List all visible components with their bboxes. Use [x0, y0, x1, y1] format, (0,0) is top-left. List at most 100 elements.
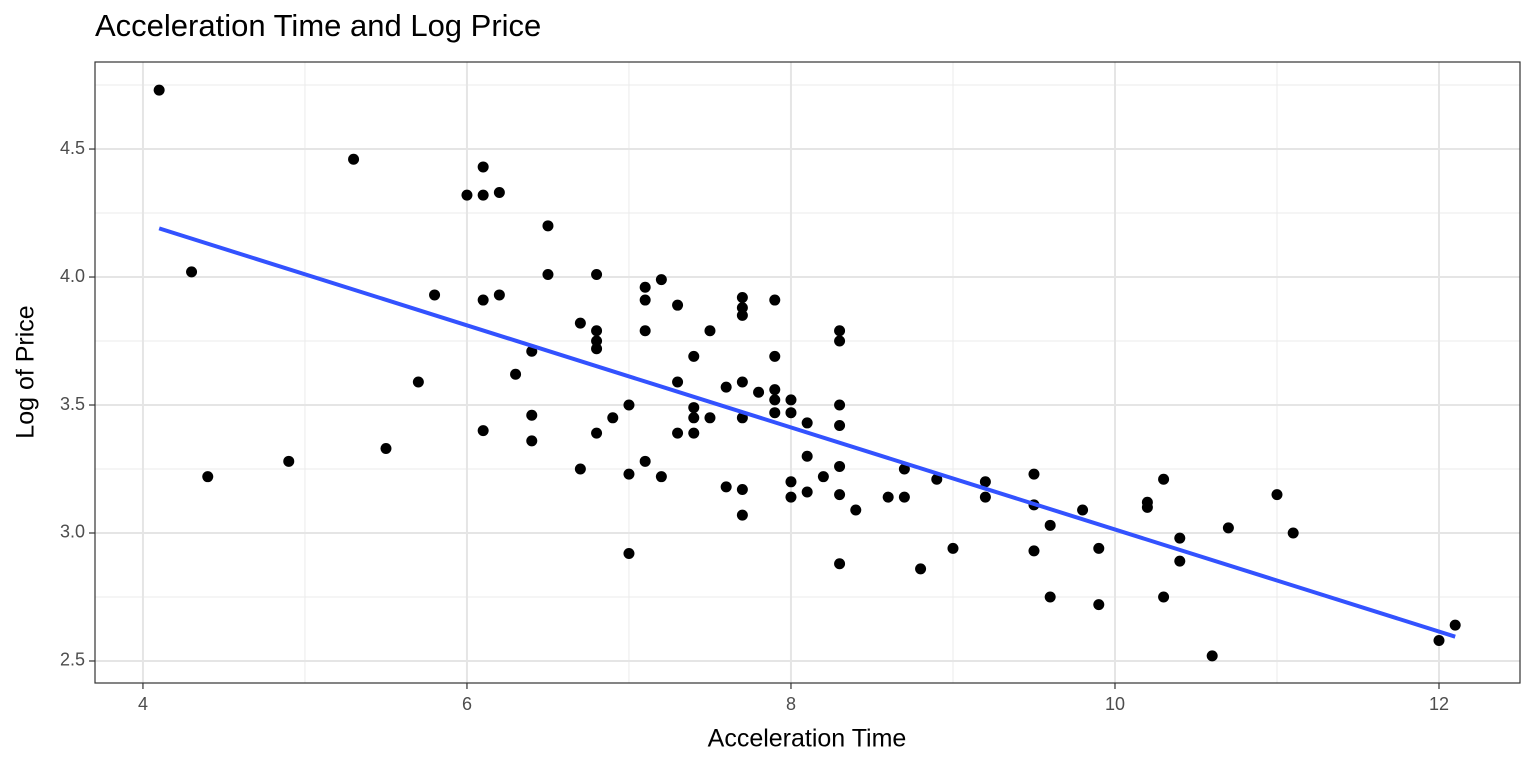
point	[1449, 619, 1461, 631]
point	[1158, 473, 1170, 485]
point	[801, 486, 813, 498]
point	[736, 291, 748, 303]
point	[672, 299, 684, 311]
point	[639, 281, 651, 293]
point	[591, 335, 603, 347]
point	[542, 268, 554, 280]
point	[1093, 542, 1105, 554]
point	[574, 317, 586, 329]
point	[493, 289, 505, 301]
y-tick-label: 3.5	[60, 394, 85, 414]
point	[202, 471, 214, 483]
point	[591, 343, 603, 355]
point	[1206, 650, 1218, 662]
point	[380, 443, 392, 455]
point	[720, 481, 732, 493]
point	[1174, 532, 1186, 544]
point	[769, 350, 781, 362]
point	[801, 450, 813, 462]
point	[477, 161, 489, 173]
panel-border	[94, 61, 1521, 684]
point	[153, 84, 165, 96]
point	[477, 189, 489, 201]
point	[526, 435, 538, 447]
x-tick-label: 6	[462, 694, 472, 714]
point	[477, 425, 489, 437]
x-tick-label: 12	[1429, 694, 1449, 714]
point	[834, 419, 846, 431]
point	[1158, 591, 1170, 603]
point	[834, 558, 846, 570]
point	[639, 325, 651, 337]
point	[736, 302, 748, 314]
point	[785, 476, 797, 488]
point	[834, 325, 846, 337]
point	[1028, 468, 1040, 480]
point	[704, 412, 716, 424]
x-tick-label: 10	[1105, 694, 1125, 714]
point	[688, 350, 700, 362]
point	[283, 455, 295, 467]
point	[915, 563, 927, 575]
point	[736, 483, 748, 495]
point	[898, 491, 910, 503]
chart-title: Acceleration Time and Log Price	[95, 8, 541, 43]
y-tick-label: 4.5	[60, 138, 85, 158]
point	[753, 386, 765, 398]
point	[493, 187, 505, 199]
fit-line	[158, 226, 1456, 639]
point	[1287, 527, 1299, 539]
point	[769, 294, 781, 306]
point	[947, 542, 959, 554]
point	[1028, 545, 1040, 557]
point	[850, 504, 862, 516]
point	[785, 394, 797, 406]
y-tick-label: 2.5	[60, 650, 85, 670]
point	[477, 294, 489, 306]
point	[639, 294, 651, 306]
point	[1271, 489, 1283, 501]
point	[429, 289, 441, 301]
point	[623, 468, 635, 480]
point	[655, 274, 667, 286]
point	[688, 402, 700, 414]
point	[688, 427, 700, 439]
point	[412, 376, 424, 388]
point	[607, 412, 619, 424]
point	[720, 381, 732, 393]
point	[785, 407, 797, 419]
x-axis-label: Acceleration Time	[708, 725, 907, 753]
point	[623, 399, 635, 411]
point	[1433, 635, 1445, 647]
point	[461, 189, 473, 201]
point	[1093, 599, 1105, 611]
point	[817, 471, 829, 483]
point	[574, 463, 586, 475]
point	[834, 489, 846, 501]
point	[623, 547, 635, 559]
x-tick-label: 4	[138, 694, 148, 714]
point	[801, 417, 813, 429]
y-tick-label: 4.0	[60, 266, 85, 286]
point	[639, 455, 651, 467]
point	[882, 491, 894, 503]
point	[591, 427, 603, 439]
point	[591, 268, 603, 280]
point	[688, 412, 700, 424]
point	[1077, 504, 1089, 516]
point	[510, 368, 522, 380]
point	[736, 309, 748, 321]
y-tick-label: 3.0	[60, 522, 85, 542]
point	[655, 471, 667, 483]
point	[834, 460, 846, 472]
x-tick-label: 8	[786, 694, 796, 714]
point	[834, 399, 846, 411]
point	[1141, 501, 1153, 513]
point	[769, 407, 781, 419]
point	[736, 376, 748, 388]
point	[542, 220, 554, 232]
point	[1044, 519, 1056, 531]
point	[1174, 555, 1186, 567]
point	[979, 476, 991, 488]
